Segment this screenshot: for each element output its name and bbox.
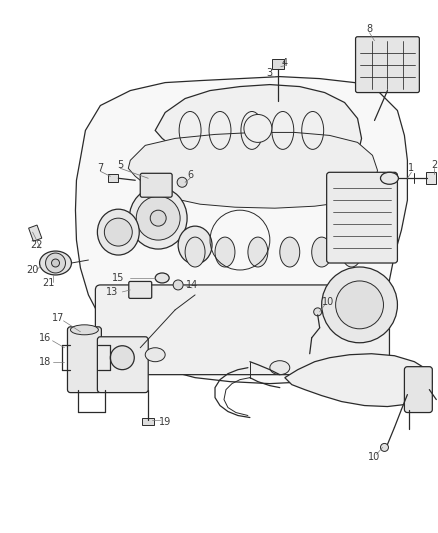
Ellipse shape (39, 251, 71, 275)
Circle shape (136, 196, 180, 240)
Text: 1: 1 (408, 163, 414, 173)
Circle shape (110, 346, 134, 370)
Text: 4: 4 (282, 58, 288, 68)
Circle shape (46, 253, 66, 273)
Ellipse shape (248, 237, 268, 267)
Ellipse shape (178, 226, 212, 264)
Ellipse shape (270, 361, 290, 375)
Ellipse shape (155, 273, 169, 283)
Bar (142, 417, 154, 425)
Polygon shape (285, 354, 432, 407)
Ellipse shape (312, 237, 332, 267)
Ellipse shape (342, 237, 361, 267)
Text: 17: 17 (52, 313, 65, 323)
Ellipse shape (215, 237, 235, 267)
Text: 5: 5 (117, 160, 124, 171)
FancyBboxPatch shape (356, 37, 419, 93)
Circle shape (321, 267, 397, 343)
Ellipse shape (145, 348, 165, 362)
Text: 14: 14 (186, 280, 198, 290)
Text: 10: 10 (368, 453, 381, 463)
Text: 10: 10 (321, 297, 334, 307)
Text: 19: 19 (159, 416, 171, 426)
FancyBboxPatch shape (67, 327, 101, 393)
Circle shape (150, 210, 166, 226)
Bar (426, 172, 436, 184)
Text: 13: 13 (106, 287, 118, 297)
Ellipse shape (280, 237, 300, 267)
Bar (272, 59, 284, 69)
Text: 3: 3 (267, 68, 273, 78)
Text: 18: 18 (39, 357, 52, 367)
Text: 16: 16 (39, 333, 52, 343)
FancyBboxPatch shape (404, 367, 432, 413)
Bar (108, 174, 118, 182)
Circle shape (336, 281, 384, 329)
Text: 7: 7 (97, 163, 103, 173)
Polygon shape (75, 77, 407, 384)
FancyBboxPatch shape (140, 173, 172, 197)
Bar (28, 225, 42, 241)
Circle shape (52, 259, 60, 267)
FancyBboxPatch shape (129, 281, 152, 298)
Text: 22: 22 (30, 240, 43, 250)
Ellipse shape (129, 187, 187, 249)
Ellipse shape (381, 172, 399, 184)
Circle shape (244, 115, 272, 142)
Text: 15: 15 (112, 273, 124, 283)
Circle shape (381, 443, 389, 451)
Text: 6: 6 (187, 170, 193, 180)
Polygon shape (128, 132, 378, 208)
Circle shape (314, 308, 321, 316)
Ellipse shape (185, 237, 205, 267)
FancyBboxPatch shape (95, 285, 389, 375)
Circle shape (177, 177, 187, 187)
Ellipse shape (97, 209, 139, 255)
Circle shape (173, 280, 183, 290)
FancyBboxPatch shape (327, 172, 397, 263)
Text: 2: 2 (431, 160, 438, 171)
Polygon shape (155, 85, 361, 178)
Circle shape (104, 218, 132, 246)
FancyBboxPatch shape (97, 337, 148, 393)
Text: 8: 8 (367, 24, 373, 34)
Ellipse shape (71, 325, 99, 335)
Text: 20: 20 (26, 265, 39, 275)
Text: 21: 21 (42, 278, 55, 288)
